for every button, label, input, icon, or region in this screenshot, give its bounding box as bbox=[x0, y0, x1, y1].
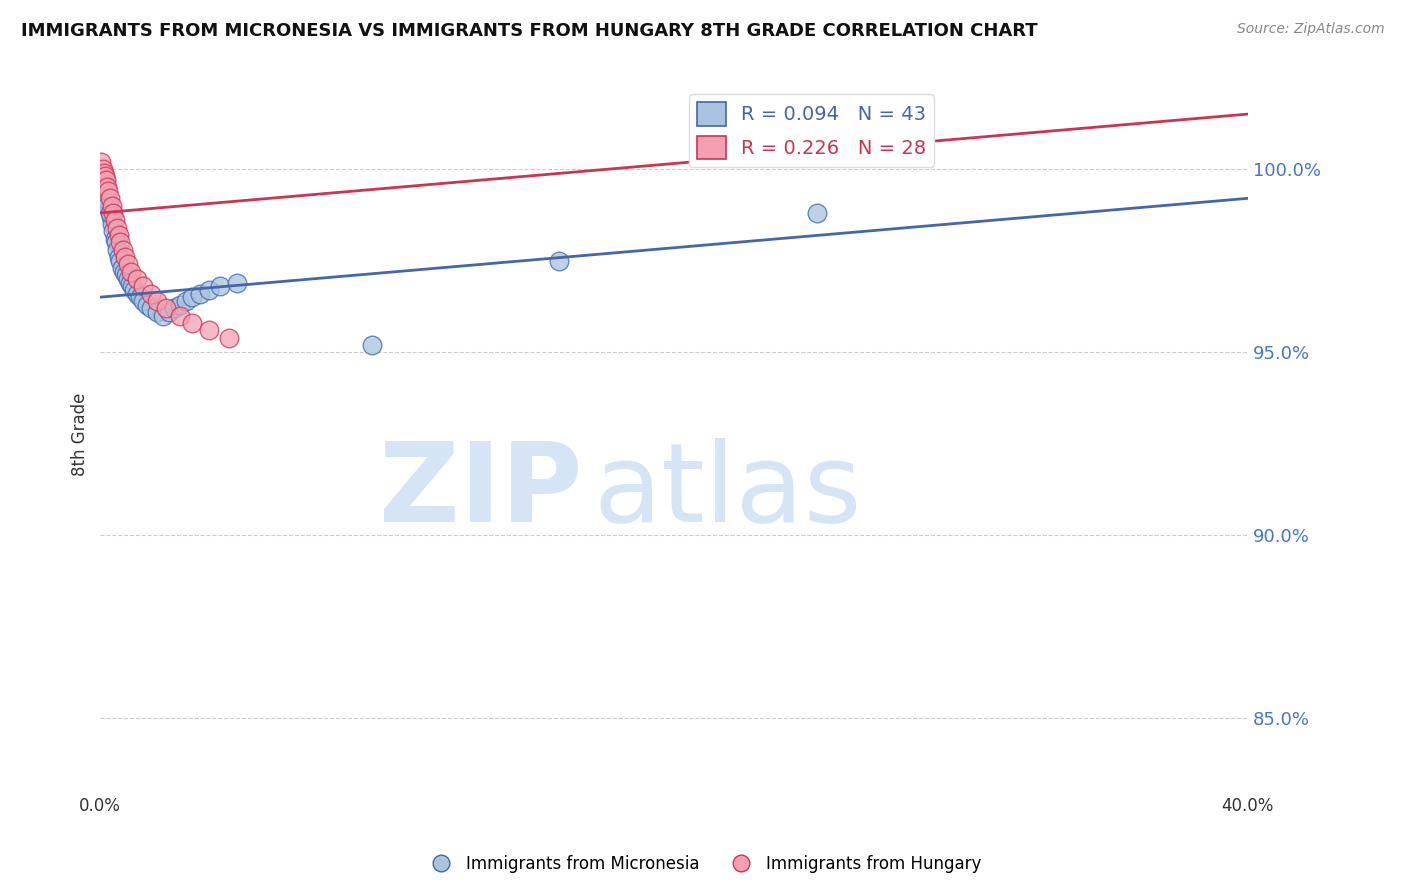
Point bbox=[157, 305, 180, 319]
Point bbox=[226, 276, 249, 290]
Point bbox=[94, 177, 117, 191]
Point bbox=[105, 235, 128, 250]
Point bbox=[128, 290, 150, 304]
Point bbox=[103, 206, 125, 220]
Point bbox=[169, 309, 191, 323]
Text: IMMIGRANTS FROM MICRONESIA VS IMMIGRANTS FROM HUNGARY 8TH GRADE CORRELATION CHAR: IMMIGRANTS FROM MICRONESIA VS IMMIGRANTS… bbox=[21, 22, 1038, 40]
Point bbox=[97, 184, 120, 198]
Point bbox=[110, 235, 132, 250]
Point bbox=[136, 297, 159, 311]
Point bbox=[121, 279, 143, 293]
Point bbox=[97, 194, 120, 209]
Point bbox=[155, 301, 177, 316]
Point bbox=[107, 227, 129, 242]
Point bbox=[94, 169, 117, 184]
Point bbox=[114, 250, 136, 264]
Point bbox=[806, 206, 828, 220]
Point bbox=[117, 257, 139, 271]
Point bbox=[96, 180, 118, 194]
Point bbox=[91, 161, 114, 176]
Point bbox=[94, 187, 117, 202]
Point bbox=[107, 243, 129, 257]
Point bbox=[141, 286, 163, 301]
Point bbox=[188, 286, 211, 301]
Point bbox=[110, 253, 132, 268]
Point bbox=[122, 283, 145, 297]
Legend: Immigrants from Micronesia, Immigrants from Hungary: Immigrants from Micronesia, Immigrants f… bbox=[418, 848, 988, 880]
Point bbox=[141, 301, 163, 316]
Point bbox=[146, 305, 169, 319]
Point bbox=[100, 210, 122, 224]
Point bbox=[197, 323, 219, 337]
Point bbox=[100, 199, 122, 213]
Legend: R = 0.094   N = 43, R = 0.226   N = 28: R = 0.094 N = 43, R = 0.226 N = 28 bbox=[689, 95, 934, 167]
Point bbox=[174, 293, 197, 308]
Point bbox=[100, 217, 122, 231]
Point bbox=[94, 173, 117, 187]
Point bbox=[117, 272, 139, 286]
Point bbox=[111, 260, 134, 275]
Point bbox=[90, 154, 112, 169]
Text: atlas: atlas bbox=[593, 438, 862, 545]
Point bbox=[218, 330, 240, 344]
Point bbox=[111, 243, 134, 257]
Text: Source: ZipAtlas.com: Source: ZipAtlas.com bbox=[1237, 22, 1385, 37]
Point bbox=[96, 199, 118, 213]
Point bbox=[91, 180, 114, 194]
Point bbox=[91, 169, 114, 184]
Point bbox=[103, 231, 125, 245]
Point bbox=[93, 166, 115, 180]
Point bbox=[98, 206, 121, 220]
Point bbox=[118, 276, 141, 290]
Point bbox=[125, 286, 148, 301]
Point bbox=[209, 279, 232, 293]
Point bbox=[112, 264, 135, 278]
Point bbox=[125, 272, 148, 286]
Text: ZIP: ZIP bbox=[378, 438, 582, 545]
Point bbox=[105, 220, 128, 235]
Point bbox=[548, 253, 571, 268]
Point bbox=[93, 191, 115, 205]
Point bbox=[361, 338, 384, 352]
Point bbox=[169, 297, 191, 311]
Y-axis label: 8th Grade: 8th Grade bbox=[72, 392, 89, 476]
Point bbox=[98, 191, 121, 205]
Point bbox=[849, 144, 872, 158]
Point bbox=[180, 290, 202, 304]
Point bbox=[103, 224, 125, 238]
Point bbox=[104, 213, 127, 227]
Point bbox=[132, 279, 155, 293]
Point bbox=[120, 264, 142, 278]
Point bbox=[146, 293, 169, 308]
Point bbox=[115, 268, 138, 283]
Point bbox=[108, 250, 131, 264]
Point bbox=[180, 316, 202, 330]
Point bbox=[197, 283, 219, 297]
Point bbox=[97, 202, 120, 217]
Point bbox=[152, 309, 174, 323]
Point bbox=[163, 301, 186, 316]
Point bbox=[132, 293, 155, 308]
